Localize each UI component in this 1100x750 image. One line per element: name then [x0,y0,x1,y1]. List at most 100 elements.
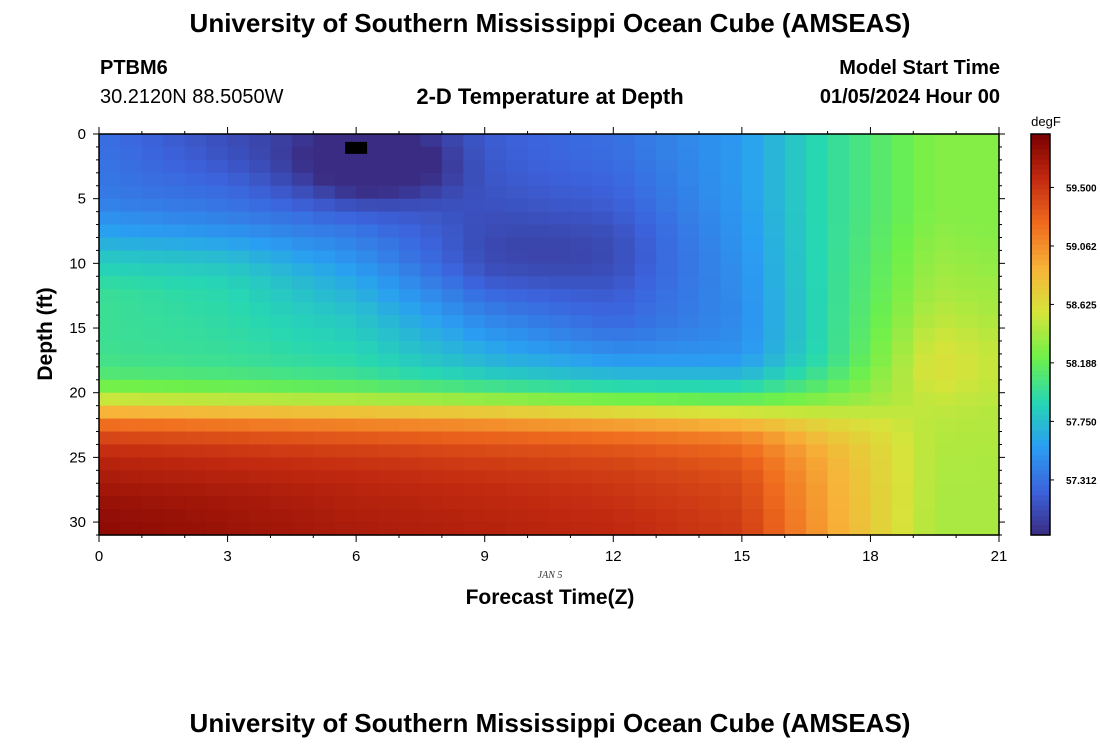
heatmap-cell [206,328,229,342]
heatmap-cell [827,134,850,148]
heatmap-cell [141,340,164,355]
heatmap-cell [870,392,893,407]
heatmap-cell [120,496,143,510]
heatmap-cell [763,405,786,420]
heatmap-cell [570,522,593,536]
heatmap-cell [634,250,657,264]
heatmap-cell [420,146,443,161]
colorbar-tick-label: 57.750 [1066,417,1097,428]
heatmap-cell [484,405,507,420]
heatmap-cell [441,146,464,161]
heatmap-cell [313,198,336,213]
heatmap-cell [827,237,850,252]
heatmap-cell [677,392,700,407]
heatmap-cell [934,134,957,148]
heatmap-cell [549,379,572,394]
y-tick-label: 0 [78,126,86,143]
heatmap-cell [120,146,143,161]
heatmap-cell [956,431,979,446]
heatmap-cell [99,431,122,446]
heatmap-cell [827,276,850,290]
heatmap-cell [870,353,893,368]
heatmap-cell [527,496,550,510]
heatmap-cell [291,457,314,471]
heatmap-cell [806,159,829,174]
heatmap-cell [227,509,250,523]
heatmap-cell [634,444,657,458]
heatmap-cell [313,250,336,264]
heatmap-cell [913,159,936,174]
heatmap-cell [956,340,979,355]
heatmap-cell [549,522,572,536]
colorbar-segment [1031,379,1050,386]
heatmap-cell [891,172,914,187]
heatmap-cell [806,353,829,368]
heatmap-cell [741,379,764,394]
heatmap-cell [99,146,122,161]
heatmap-cell [613,224,636,239]
heatmap-cell [506,405,529,420]
heatmap-cell [870,509,893,523]
heatmap-cell [677,444,700,458]
colorbar-segment [1031,459,1050,466]
heatmap-cell [934,509,957,523]
heatmap-cell [549,172,572,187]
heatmap-cell [784,405,807,420]
heatmap-cell [634,457,657,471]
heatmap-cell [441,483,464,497]
heatmap-cell [356,276,379,290]
heatmap-cell [913,172,936,187]
colorbar-segment [1031,504,1050,511]
heatmap-cell [334,366,357,381]
heatmap-cell [570,457,593,471]
heatmap-cell [334,263,357,277]
heatmap-cell [249,302,272,316]
heatmap-cell [570,353,593,368]
heatmap-cell [784,315,807,329]
heatmap-cell [334,185,357,200]
heatmap-cell [613,185,636,200]
heatmap-cell [656,405,679,420]
heatmap-cell [441,405,464,420]
heatmap-cell [420,315,443,329]
heatmap-cell [891,405,914,420]
heatmap-cell [184,276,207,290]
heatmap-cell [356,340,379,355]
heatmap-cell [420,353,443,368]
heatmap-cell [741,224,764,239]
heatmap-cell [227,315,250,329]
heatmap-cell [763,185,786,200]
heatmap-cell [613,418,636,433]
heatmap-cell [463,263,486,277]
heatmap-cell [249,431,272,446]
heatmap-cell [956,134,979,148]
colorbar-segment [1031,484,1050,491]
heatmap-cell [141,509,164,523]
heatmap-cell [527,418,550,433]
heatmap-cell [827,509,850,523]
heatmap-cell [249,263,272,277]
heatmap-cell [570,392,593,407]
heatmap-cell [399,522,422,536]
heatmap-cell [913,379,936,394]
heatmap-cell [334,276,357,290]
heatmap-cell [313,172,336,187]
heatmap-cell [549,159,572,174]
heatmap-cell [141,366,164,381]
heatmap-cell [270,211,293,226]
heatmap-cell [377,379,400,394]
heatmap-cell [356,185,379,200]
heatmap-cell [206,211,229,226]
heatmap-cell [784,289,807,303]
heatmap-cell [313,224,336,239]
heatmap-cell [420,431,443,446]
heatmap-cell [784,172,807,187]
heatmap-cell [763,134,786,148]
heatmap-cell [784,250,807,264]
heatmap-cell [806,328,829,342]
heatmap-cell [441,276,464,290]
heatmap-cell [699,328,722,342]
heatmap-cell [120,340,143,355]
heatmap-cell [463,418,486,433]
heatmap-cell [613,302,636,316]
